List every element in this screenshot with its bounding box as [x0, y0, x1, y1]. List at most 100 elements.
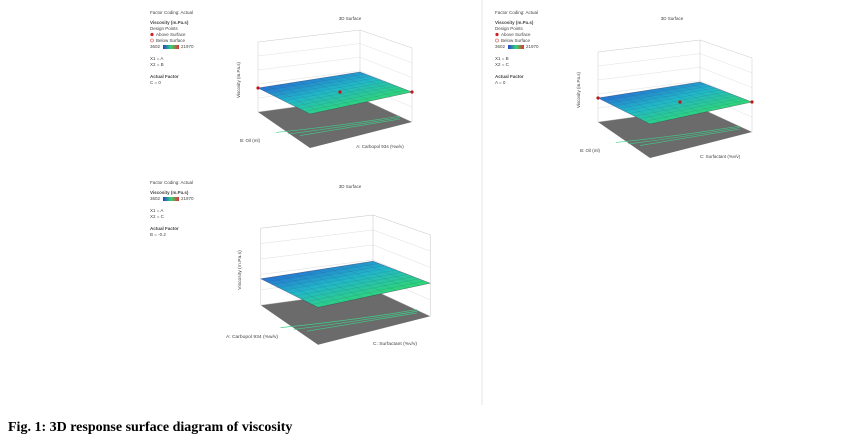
- mesh: [328, 268, 386, 293]
- wall-grid: [597, 80, 701, 95]
- above-marker: [150, 32, 154, 37]
- mesh: [644, 99, 747, 122]
- wall-grid: [260, 259, 374, 275]
- design-points: Design Points: [495, 26, 524, 31]
- wall-grid: [257, 70, 361, 85]
- mesh: [312, 280, 425, 305]
- design-points: Design Points: [150, 26, 179, 31]
- design-point: [750, 100, 754, 104]
- mesh: [306, 278, 419, 302]
- floor: [258, 98, 412, 148]
- range-low: 3602: [150, 44, 161, 49]
- floor: [260, 289, 431, 345]
- mesh: [689, 83, 742, 105]
- factor-x2: X2 = C: [495, 62, 510, 67]
- mesh: [339, 266, 397, 291]
- left-axis-label: B: Oil (ml): [580, 148, 600, 153]
- below-surface: Below Surface: [156, 38, 186, 43]
- plot-3d: Viscosity (m.Pa.s) B: Oil (ml) C: Surfacta…: [576, 39, 754, 159]
- contour: [287, 117, 401, 135]
- response-name: Viscosity (m.Pa.s): [150, 20, 189, 25]
- actual-factor: Actual Factor: [150, 74, 179, 79]
- mesh: [300, 276, 414, 299]
- panel-title: 3D Surface: [661, 16, 684, 21]
- response-surface: [597, 81, 753, 125]
- mesh: [295, 274, 408, 297]
- contour: [293, 310, 418, 330]
- z-axis-label: Viscosity (m.Pa.s): [237, 250, 243, 290]
- mesh: [629, 93, 732, 114]
- actual-value: C = 0: [150, 80, 161, 85]
- actual-factor: Actual Factor: [150, 226, 179, 231]
- below-marker: [150, 38, 154, 43]
- below-surface: Below Surface: [501, 38, 531, 43]
- mesh: [349, 73, 402, 95]
- mesh: [289, 83, 392, 104]
- wall-grid: [257, 57, 361, 71]
- range-high: 21970: [181, 44, 194, 49]
- plot-3d: Viscosity (m.Pa.s) A: Carbopol 934 (%w/v)…: [226, 214, 431, 347]
- actual-factor: Actual Factor: [495, 74, 524, 79]
- factor-coding: Factor Coding: Actual: [495, 10, 538, 15]
- mesh: [679, 85, 732, 107]
- mesh: [361, 262, 420, 286]
- color-ramp: [508, 45, 524, 49]
- design-point: [410, 90, 414, 94]
- above-marker: [495, 32, 499, 37]
- right-axis-label: C: Surfactant (%v/v): [373, 341, 418, 347]
- contour: [615, 125, 741, 143]
- factor-x1: X1 = B: [495, 56, 509, 61]
- wall-grid: [699, 67, 753, 88]
- panel-title: 3D Surface: [339, 16, 362, 21]
- response-name: Viscosity (m.Pa.s): [495, 20, 534, 25]
- left-axis-label: B: Oil (ml): [240, 138, 260, 143]
- factor-coding: Factor Coding: Actual: [150, 180, 193, 185]
- wall-grid: [597, 67, 701, 81]
- above-surface: Above Surface: [156, 32, 186, 37]
- factor-x1: X1 = A: [150, 56, 163, 61]
- mesh: [669, 86, 722, 109]
- mesh: [329, 76, 382, 99]
- wall-grid: [257, 43, 361, 57]
- mesh: [289, 272, 402, 294]
- mesh: [294, 85, 397, 107]
- design-point: [256, 86, 260, 90]
- mesh: [639, 97, 742, 119]
- wall-grid: [372, 229, 431, 252]
- mesh: [350, 264, 408, 289]
- surface-panel: 3D Surface Factor Coding: Actual Viscosity…: [150, 10, 414, 149]
- response-surface: [257, 71, 413, 115]
- below-marker: [495, 38, 499, 43]
- factor-coding: Factor Coding: Actual: [150, 10, 193, 15]
- range-high: 21970: [181, 196, 194, 201]
- mesh: [634, 95, 737, 117]
- above-surface: Above Surface: [501, 32, 531, 37]
- contour: [299, 118, 401, 136]
- factor-x2: X2 = C: [150, 214, 165, 219]
- color-ramp: [163, 45, 179, 49]
- wall-grid: [359, 57, 413, 78]
- design-point: [338, 90, 342, 94]
- mesh: [623, 91, 727, 112]
- contour: [627, 127, 741, 145]
- mesh: [304, 89, 407, 112]
- response-surface: [260, 261, 431, 308]
- contour: [275, 115, 401, 133]
- right-axis-label: A: Carbopol 934 (%w/v): [356, 144, 404, 149]
- floor: [598, 108, 752, 158]
- mesh: [659, 88, 712, 111]
- range-low: 3602: [150, 196, 161, 201]
- wall-grid: [359, 43, 413, 63]
- design-point: [678, 100, 682, 104]
- mesh: [339, 75, 392, 97]
- wall-grid: [699, 53, 753, 73]
- contour: [639, 128, 741, 146]
- factor-x2: X2 = B: [150, 62, 164, 67]
- mesh: [319, 78, 372, 101]
- factor-x1: X1 = A: [150, 208, 163, 213]
- range-low: 3602: [495, 44, 506, 49]
- wall-grid: [260, 229, 374, 244]
- actual-value: A = 0: [495, 80, 506, 85]
- z-axis-label: Viscosity (m.Pa.s): [576, 72, 581, 108]
- surface-panel: 3D Surface Factor Coding: Actual Viscosity…: [150, 180, 431, 347]
